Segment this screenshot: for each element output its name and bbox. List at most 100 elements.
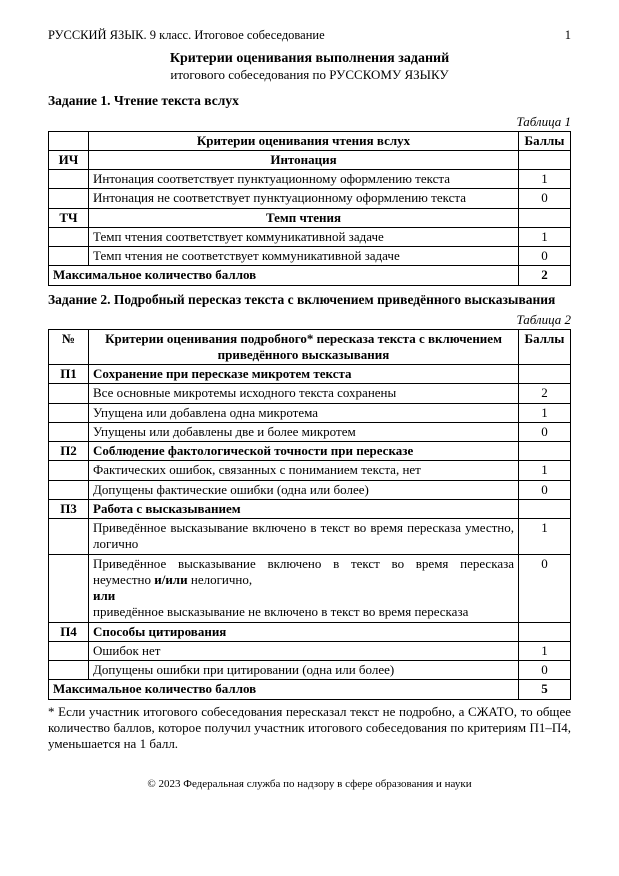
header-page-number: 1 [565, 28, 571, 44]
p1-code: П1 [49, 365, 89, 384]
table1-tch-title: Темп чтения [89, 208, 519, 227]
table2-max-label: Максимальное количество баллов [49, 680, 519, 699]
p3-r2-bold-2: или [93, 588, 115, 603]
cell-empty [49, 422, 89, 441]
criteria-text: Упущена или добавлена одна микротема [89, 403, 519, 422]
table1-max-score: 2 [519, 266, 571, 285]
table-row: Ошибок нет 1 [49, 641, 571, 660]
cell-empty [519, 365, 571, 384]
table2-head-criteria: Критерии оценивания подробного* пересказ… [89, 329, 519, 365]
score-cell: 1 [519, 170, 571, 189]
table1-head-empty [49, 131, 89, 150]
table2-p3-row: П3 Работа с высказыванием [49, 499, 571, 518]
cell-empty [49, 661, 89, 680]
score-cell: 1 [519, 227, 571, 246]
cell-empty [519, 622, 571, 641]
table2-p1-row: П1 Сохранение при пересказе микротем тек… [49, 365, 571, 384]
cell-empty [49, 403, 89, 422]
table-row: Допущены фактические ошибки (одна или бо… [49, 480, 571, 499]
criteria-text: Упущены или добавлены две и более микрот… [89, 422, 519, 441]
score-cell: 1 [519, 519, 571, 555]
footnote: * Если участник итогового собеседования … [48, 704, 571, 753]
table1-ich-row: ИЧ Интонация [49, 150, 571, 169]
cell-empty [49, 554, 89, 622]
criteria-text: Приведённое высказывание включено в текс… [89, 519, 519, 555]
table-row: Приведённое высказывание включено в текс… [49, 519, 571, 555]
table-row: Фактических ошибок, связанных с понимани… [49, 461, 571, 480]
table1-head-criteria: Критерии оценивания чтения вслух [89, 131, 519, 150]
table1-ich-score [519, 150, 571, 169]
p3-r2-part-e: приведённое высказывание не включено в т… [93, 604, 468, 619]
criteria-text: Темп чтения не соответствует коммуникати… [89, 247, 519, 266]
table1-tch-row: ТЧ Темп чтения [49, 208, 571, 227]
table2-max-row: Максимальное количество баллов 5 [49, 680, 571, 699]
table-row: Приведённое высказывание включено в текс… [49, 554, 571, 622]
cell-empty [519, 442, 571, 461]
table2-max-score: 5 [519, 680, 571, 699]
header-left: РУССКИЙ ЯЗЫК. 9 класс. Итоговое собеседо… [48, 28, 325, 44]
table-row: Интонация не соответствует пунктуационно… [49, 189, 571, 208]
table-row: Темп чтения не соответствует коммуникати… [49, 247, 571, 266]
table-row: Все основные микротемы исходного текста … [49, 384, 571, 403]
score-cell: 0 [519, 554, 571, 622]
score-cell: 0 [519, 480, 571, 499]
cell-empty [519, 499, 571, 518]
criteria-text: Интонация не соответствует пунктуационно… [89, 189, 519, 208]
p3-code: П3 [49, 499, 89, 518]
criteria-text: Фактических ошибок, связанных с понимани… [89, 461, 519, 480]
criteria-text: Ошибок нет [89, 641, 519, 660]
cell-empty [49, 247, 89, 266]
task1-heading: Задание 1. Чтение текста вслух [48, 93, 571, 110]
cell-empty [49, 519, 89, 555]
score-cell: 0 [519, 189, 571, 208]
table2-p2-row: П2 Соблюдение фактологической точности п… [49, 442, 571, 461]
table1-max-label: Максимальное количество баллов [49, 266, 519, 285]
running-header: РУССКИЙ ЯЗЫК. 9 класс. Итоговое собеседо… [48, 28, 571, 44]
table1-ich-code: ИЧ [49, 150, 89, 169]
main-title: Критерии оценивания выполнения заданий [48, 50, 571, 68]
table-row: Допущены ошибки при цитировании (одна ил… [49, 661, 571, 680]
criteria-text: Темп чтения соответствует коммуникативно… [89, 227, 519, 246]
score-cell: 0 [519, 661, 571, 680]
table-row: Интонация соответствует пунктуационному … [49, 170, 571, 189]
cell-empty [49, 480, 89, 499]
table1-head-score: Баллы [519, 131, 571, 150]
table-row: Темп чтения соответствует коммуникативно… [49, 227, 571, 246]
p4-code: П4 [49, 622, 89, 641]
cell-empty [49, 461, 89, 480]
cell-empty [49, 384, 89, 403]
score-cell: 0 [519, 422, 571, 441]
criteria-text: Допущены фактические ошибки (одна или бо… [89, 480, 519, 499]
cell-empty [49, 189, 89, 208]
table1-label: Таблица 1 [48, 114, 571, 130]
task2-heading: Задание 2. Подробный пересказ текста с в… [48, 292, 571, 309]
table2-p4-row: П4 Способы цитирования [49, 622, 571, 641]
p1-title: Сохранение при пересказе микротем текста [89, 365, 519, 384]
p3-r2-bold-1: и/или [154, 572, 187, 587]
table1-head-row: Критерии оценивания чтения вслух Баллы [49, 131, 571, 150]
criteria-text: Все основные микротемы исходного текста … [89, 384, 519, 403]
table2-label: Таблица 2 [48, 312, 571, 328]
table-row: Упущена или добавлена одна микротема 1 [49, 403, 571, 422]
p3-title: Работа с высказыванием [89, 499, 519, 518]
score-cell: 1 [519, 461, 571, 480]
score-cell: 1 [519, 641, 571, 660]
score-cell: 2 [519, 384, 571, 403]
page: РУССКИЙ ЯЗЫК. 9 класс. Итоговое собеседо… [0, 0, 619, 876]
table2-head-score: Баллы [519, 329, 571, 365]
cell-empty [49, 641, 89, 660]
table2: № Критерии оценивания подробного* переск… [48, 329, 571, 700]
table1-ich-title: Интонация [89, 150, 519, 169]
table1-tch-score [519, 208, 571, 227]
table-row: Упущены или добавлены две и более микрот… [49, 422, 571, 441]
criteria-text: Допущены ошибки при цитировании (одна ил… [89, 661, 519, 680]
copyright: © 2023 Федеральная служба по надзору в с… [48, 778, 571, 792]
p4-title: Способы цитирования [89, 622, 519, 641]
table1-tch-code: ТЧ [49, 208, 89, 227]
p2-title: Соблюдение фактологической точности при … [89, 442, 519, 461]
table2-head-row: № Критерии оценивания подробного* переск… [49, 329, 571, 365]
table1: Критерии оценивания чтения вслух Баллы И… [48, 131, 571, 286]
cell-empty [49, 170, 89, 189]
cell-empty [49, 227, 89, 246]
criteria-text: Интонация соответствует пунктуационному … [89, 170, 519, 189]
